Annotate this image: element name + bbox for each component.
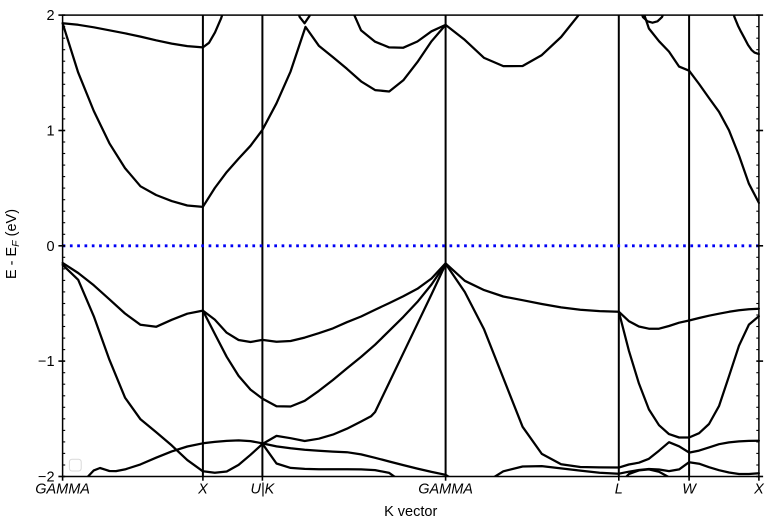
svg-text:X: X — [753, 482, 765, 498]
svg-text:X: X — [197, 482, 209, 498]
svg-text:2: 2 — [47, 8, 55, 24]
svg-text:U|K: U|K — [250, 482, 275, 498]
svg-text:0: 0 — [47, 239, 55, 255]
svg-text:K vector: K vector — [384, 504, 437, 520]
svg-text:1: 1 — [47, 124, 55, 140]
svg-text:L: L — [615, 482, 623, 498]
svg-text:−1: −1 — [38, 354, 55, 370]
svg-text:E - EF (eV): E - EF (eV) — [4, 209, 22, 279]
svg-text:GAMMA: GAMMA — [35, 482, 90, 498]
svg-text:GAMMA: GAMMA — [418, 482, 473, 498]
svg-text:W: W — [682, 482, 697, 498]
svg-text:−2: −2 — [38, 470, 55, 486]
